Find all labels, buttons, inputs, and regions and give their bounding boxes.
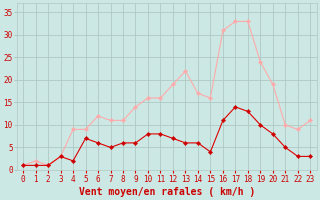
X-axis label: Vent moyen/en rafales ( km/h ): Vent moyen/en rafales ( km/h ) xyxy=(79,187,255,197)
